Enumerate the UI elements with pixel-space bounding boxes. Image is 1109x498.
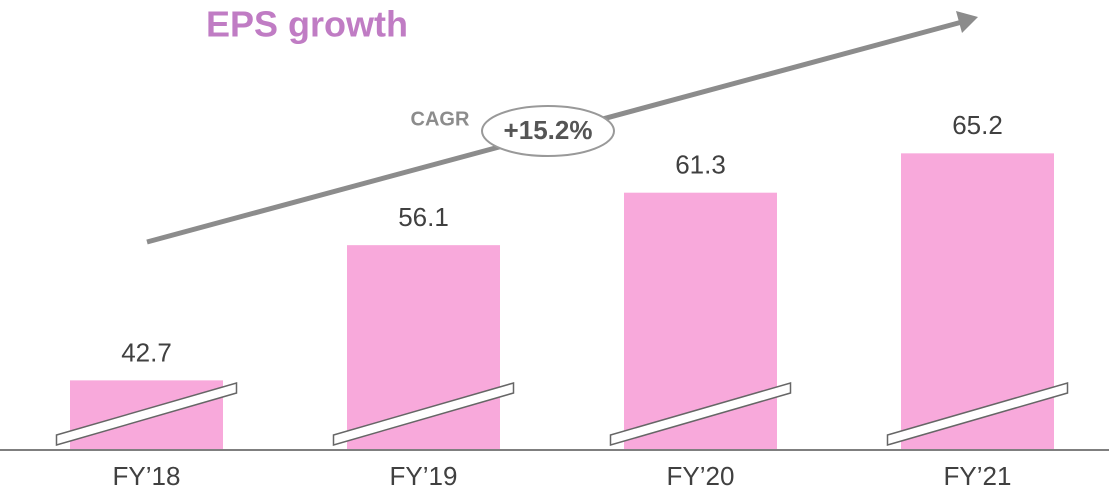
axis-break (609, 382, 792, 446)
value-label: 65.2 (952, 110, 1003, 140)
chart-title: EPS growth (206, 4, 408, 45)
axis-break (55, 382, 238, 446)
value-label: 56.1 (398, 202, 449, 232)
x-tick-label: FY’19 (390, 461, 458, 491)
value-label: 61.3 (675, 150, 726, 180)
arrow-head (956, 11, 978, 33)
cagr-bubble (481, 105, 615, 157)
cagr-label: CAGR (411, 108, 470, 130)
bar (901, 153, 1054, 451)
x-tick-label: FY’20 (667, 461, 735, 491)
x-tick-label: FY’21 (944, 461, 1012, 491)
bar (624, 192, 777, 450)
cagr-value: +15.2% (504, 115, 593, 145)
axis-break (332, 382, 515, 446)
x-tick-label: FY’18 (113, 461, 181, 491)
value-label: 42.7 (121, 337, 172, 367)
axis-break (886, 382, 1069, 446)
